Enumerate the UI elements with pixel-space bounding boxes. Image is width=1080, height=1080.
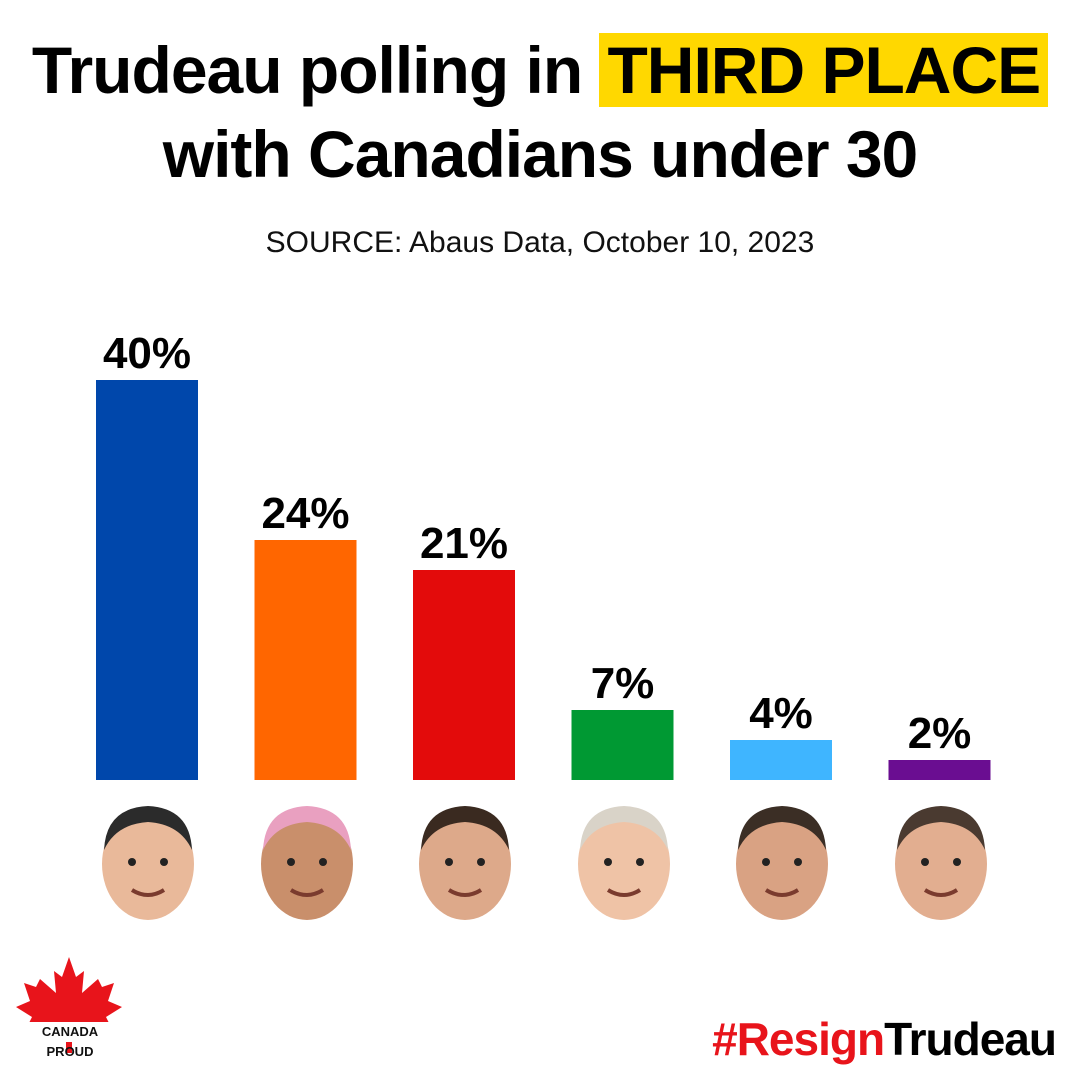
- bar-6: [888, 760, 991, 780]
- data-label-5: 4%: [749, 689, 813, 738]
- hashtag-red: #Resign: [712, 1013, 885, 1065]
- hashtag-black: Trudeau: [884, 1013, 1057, 1065]
- chart-title-line2: with Canadians under 30: [162, 117, 919, 191]
- hashtag: #ResignTrudeau: [712, 1012, 1057, 1066]
- data-label-3: 21%: [420, 519, 508, 568]
- portrait-icon: [413, 800, 517, 928]
- bar-4: [571, 710, 674, 780]
- bar-5: [730, 740, 832, 780]
- data-label-6: 2%: [908, 709, 972, 758]
- portrait-icon: [255, 800, 359, 928]
- bar-2: [254, 540, 357, 780]
- maple-leaf-icon: [16, 957, 122, 1053]
- portrait-icon: [96, 800, 200, 928]
- chart-source: SOURCE: Abaus Data, October 10, 2023: [265, 226, 815, 259]
- bar-chart: 40% 24% 21% 7% 4% 2%: [96, 329, 991, 780]
- title-highlight: THIRD PLACE: [599, 33, 1049, 107]
- bar-1: [96, 380, 198, 780]
- title-prefix: Trudeau polling in: [31, 33, 600, 107]
- portrait-icon: [730, 800, 834, 928]
- data-label-2: 24%: [261, 489, 349, 538]
- portrait-icon: [572, 800, 676, 928]
- data-label-4: 7%: [591, 659, 655, 708]
- chart-title-line1: Trudeau polling in THIRD PLACE: [0, 28, 1080, 112]
- logo-text: CANADA PROUD: [18, 1022, 122, 1059]
- bar-3: [413, 570, 515, 780]
- data-label-1: 40%: [103, 329, 191, 378]
- portrait-icon: [889, 800, 993, 928]
